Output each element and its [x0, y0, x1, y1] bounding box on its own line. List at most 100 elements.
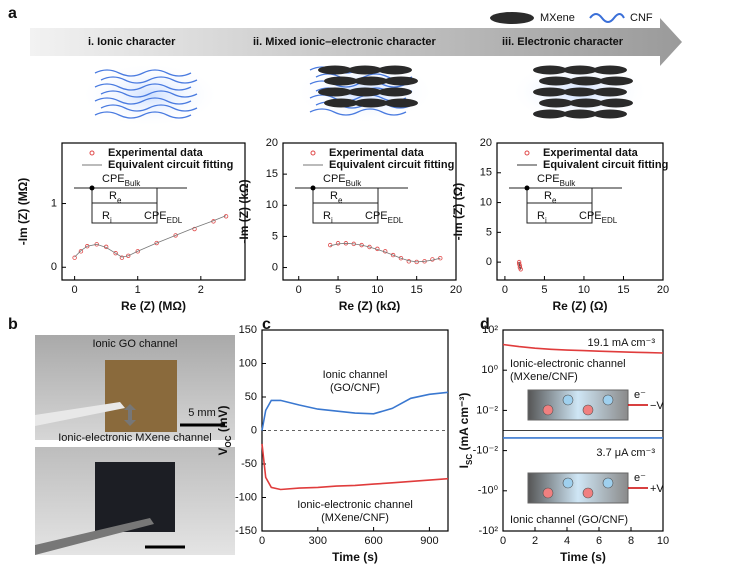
data-line — [502, 343, 664, 354]
circuit-node — [524, 185, 530, 191]
legend-label: Experimental data — [108, 147, 204, 159]
scale-label: 5 mm — [188, 407, 216, 419]
ion — [602, 394, 614, 406]
cnf-fiber — [100, 90, 198, 98]
data-point — [113, 251, 118, 256]
data-point — [173, 233, 178, 238]
circuit-label: Ri — [102, 210, 112, 225]
y-tick-label: -50 — [241, 458, 257, 470]
cnf-fiber — [309, 108, 407, 116]
mxene-flake — [324, 98, 358, 108]
mxene-flake — [384, 98, 418, 108]
x-axis-title: Time (s) — [332, 550, 378, 564]
x-tick-label: 1 — [135, 284, 141, 296]
main: CPE — [144, 210, 167, 222]
data-line — [330, 242, 441, 263]
data-point — [78, 249, 84, 254]
main: CPE — [579, 210, 602, 222]
circuit-label: Re — [330, 190, 343, 205]
cnf-fiber — [100, 76, 198, 84]
mxene-flake — [593, 109, 627, 119]
y-tick-label: 15 — [480, 167, 492, 179]
stage-label: i. Ionic character — [88, 36, 176, 48]
y-tick-label: 5 — [272, 230, 278, 242]
circuit-label: Re — [544, 190, 557, 205]
legend-marker — [89, 150, 95, 156]
x-tick-label: 900 — [420, 535, 438, 547]
mxene-flake — [533, 109, 567, 119]
mxene-flake — [563, 87, 597, 97]
y-tick-label: 0 — [51, 261, 57, 273]
x-tick-label: 0 — [72, 284, 78, 296]
mxene-flake — [354, 98, 388, 108]
x-tick-label: 0 — [259, 535, 265, 547]
mxene-flake — [593, 87, 627, 97]
sub: OC — [224, 435, 233, 447]
y-tick-label: 20 — [266, 137, 278, 149]
y-tick-label: 10⁰ — [481, 364, 498, 376]
data-point — [335, 241, 341, 246]
data-point — [398, 256, 404, 261]
y-tick-label: 15 — [266, 168, 278, 180]
x-axis-title: Re (Z) (kΩ) — [339, 299, 401, 313]
mxene-flake — [569, 98, 603, 108]
mxene-film — [95, 462, 175, 532]
sub: e — [338, 196, 343, 205]
ion — [542, 487, 554, 499]
photo-label: Ionic-electronic MXene channel — [58, 432, 211, 444]
sub: EDL — [602, 216, 618, 225]
mxene-flake — [599, 76, 633, 86]
progress-arrow — [30, 18, 682, 66]
sub: EDL — [388, 216, 404, 225]
y-tick-label: 10⁻² — [476, 404, 498, 416]
main: CPE — [537, 173, 560, 185]
cnf-fiber — [94, 97, 192, 105]
series-label: (MXene/CNF) — [321, 512, 389, 524]
x-tick-label: 300 — [309, 535, 327, 547]
mxene-flake — [318, 87, 352, 97]
sub: e — [552, 196, 557, 205]
data-point — [135, 249, 140, 254]
x-tick-label: 8 — [628, 535, 634, 547]
data-point — [518, 267, 523, 272]
plot-frame — [282, 142, 457, 281]
main: CPE — [102, 173, 125, 185]
main: R — [537, 210, 545, 222]
circuit-node — [310, 185, 316, 191]
unit: (mA cm⁻³) — [457, 393, 471, 454]
y-tick-label: 0 — [486, 256, 492, 268]
ion — [582, 404, 594, 416]
data-point — [438, 256, 443, 261]
panel-label: a — [8, 5, 17, 22]
data-line — [261, 443, 449, 491]
main: I — [457, 465, 471, 468]
mxene-flake — [348, 65, 382, 75]
ion — [562, 477, 574, 489]
legend-label: Equivalent circuit fitting — [329, 159, 454, 171]
circuit-label: Re — [109, 190, 122, 205]
x-tick-label: 2 — [532, 535, 538, 547]
y-tick-label: -100 — [235, 491, 257, 503]
y-tick-label: 10 — [266, 199, 278, 211]
plot-frame — [496, 142, 664, 281]
data-point — [192, 226, 197, 232]
y-tick-label: 0 — [251, 424, 257, 436]
x-tick-label: 6 — [596, 535, 602, 547]
main: V — [216, 447, 230, 455]
stage-label: ii. Mixed ionic–electronic character — [253, 36, 437, 48]
x-tick-label: 15 — [411, 284, 423, 296]
x-axis-title: Re (Z) (MΩ) — [121, 299, 186, 313]
unit: (mV) — [216, 405, 230, 435]
mxene-flake — [318, 65, 352, 75]
device-inset — [527, 389, 629, 421]
photo-label: Ionic GO channel — [93, 338, 178, 350]
y-tick-label: 1 — [51, 197, 57, 209]
mxene-flake — [569, 76, 603, 86]
circuit-label: CPEBulk — [102, 173, 141, 188]
panel-label: b — [8, 316, 18, 333]
mxene-flake — [593, 65, 627, 75]
x-axis-title: Time (s) — [560, 550, 606, 564]
tweezers — [35, 402, 125, 426]
stage-label: iii. Electronic character — [502, 36, 624, 48]
cnf-fiber — [100, 104, 198, 112]
